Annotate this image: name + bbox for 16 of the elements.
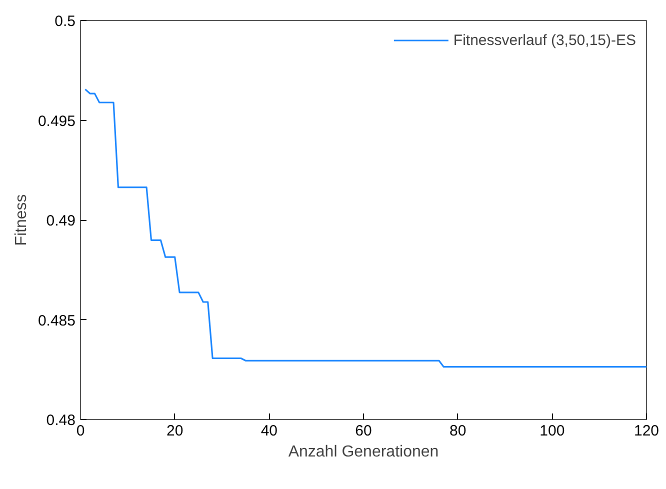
x-tick-label: 120	[634, 422, 660, 440]
x-tick-label: 20	[166, 422, 184, 440]
y-tick-label: 0.495	[38, 112, 76, 130]
x-tick-label: 0	[76, 422, 85, 440]
y-tick-label: 0.5	[54, 13, 76, 30]
y-tick-label: 0.48	[46, 412, 76, 429]
y-axis-title: Fitness	[12, 194, 30, 246]
y-tick-label: 0.485	[38, 312, 76, 330]
x-tick-label: 100	[540, 422, 565, 440]
line-series	[84, 88, 646, 368]
x-tick-label: 60	[355, 422, 372, 440]
y-tick-label: 0.49	[46, 212, 76, 230]
legend-label: Fitnessverlauf (3,50,15)-ES	[453, 32, 636, 48]
x-tick-label: 40	[260, 422, 278, 440]
x-tick-label: 80	[449, 422, 466, 440]
x-axis-title: Anzahl Generationen	[288, 444, 439, 460]
